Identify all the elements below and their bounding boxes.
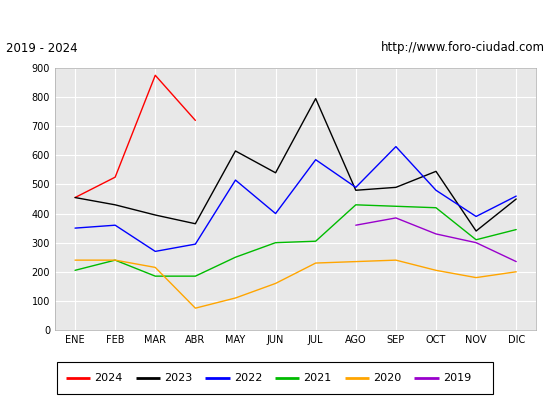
- Text: http://www.foro-ciudad.com: http://www.foro-ciudad.com: [381, 42, 544, 54]
- Text: 2021: 2021: [304, 373, 332, 383]
- Text: Evolucion Nº Turistas Extranjeros en el municipio de Almagro: Evolucion Nº Turistas Extranjeros en el …: [72, 12, 478, 25]
- Text: 2019 - 2024: 2019 - 2024: [6, 42, 77, 54]
- Text: 2022: 2022: [234, 373, 262, 383]
- Text: 2019: 2019: [443, 373, 471, 383]
- Text: 2020: 2020: [373, 373, 402, 383]
- Text: 2024: 2024: [95, 373, 123, 383]
- Text: 2023: 2023: [164, 373, 192, 383]
